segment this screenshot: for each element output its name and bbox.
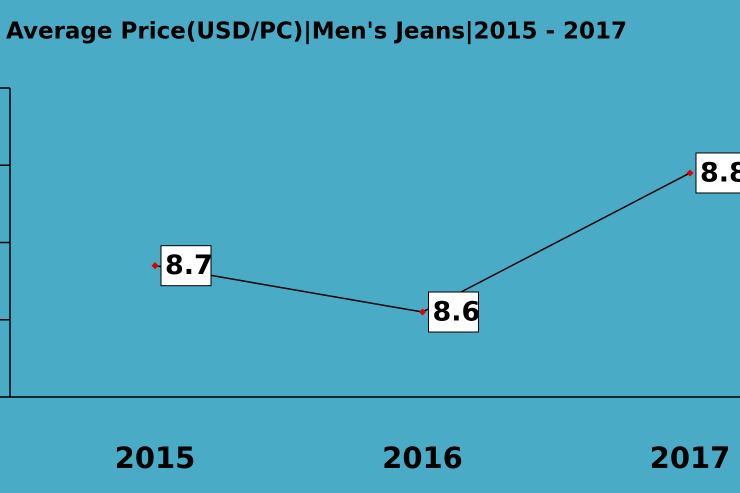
data-label: 8.8	[700, 157, 740, 188]
data-label-box	[428, 291, 479, 333]
data-label: 8.6	[433, 297, 481, 328]
marker	[151, 262, 159, 270]
data-label: 8.7	[165, 250, 213, 281]
marker	[686, 169, 694, 177]
x-tick-label: 2017	[650, 441, 731, 475]
marker	[418, 308, 427, 316]
x-tick-label: 2015	[115, 441, 196, 475]
x-tick-label: 2016	[382, 441, 463, 475]
chart-title: Average Price(USD/PC)|Men's Jeans|2015 -…	[6, 19, 627, 45]
data-label-box	[160, 245, 212, 287]
data-label-box	[695, 152, 740, 194]
